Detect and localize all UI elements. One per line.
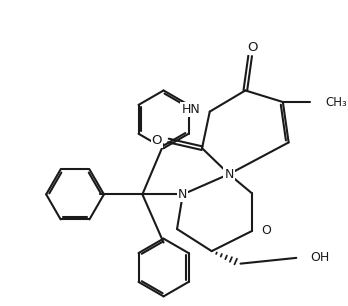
Text: O: O [247,41,257,54]
Text: HN: HN [181,103,200,116]
Text: N: N [224,168,234,181]
Text: O: O [262,224,271,237]
Text: O: O [152,134,162,147]
Text: OH: OH [310,251,329,264]
Text: N: N [178,188,188,201]
Text: CH₃: CH₃ [325,95,347,109]
